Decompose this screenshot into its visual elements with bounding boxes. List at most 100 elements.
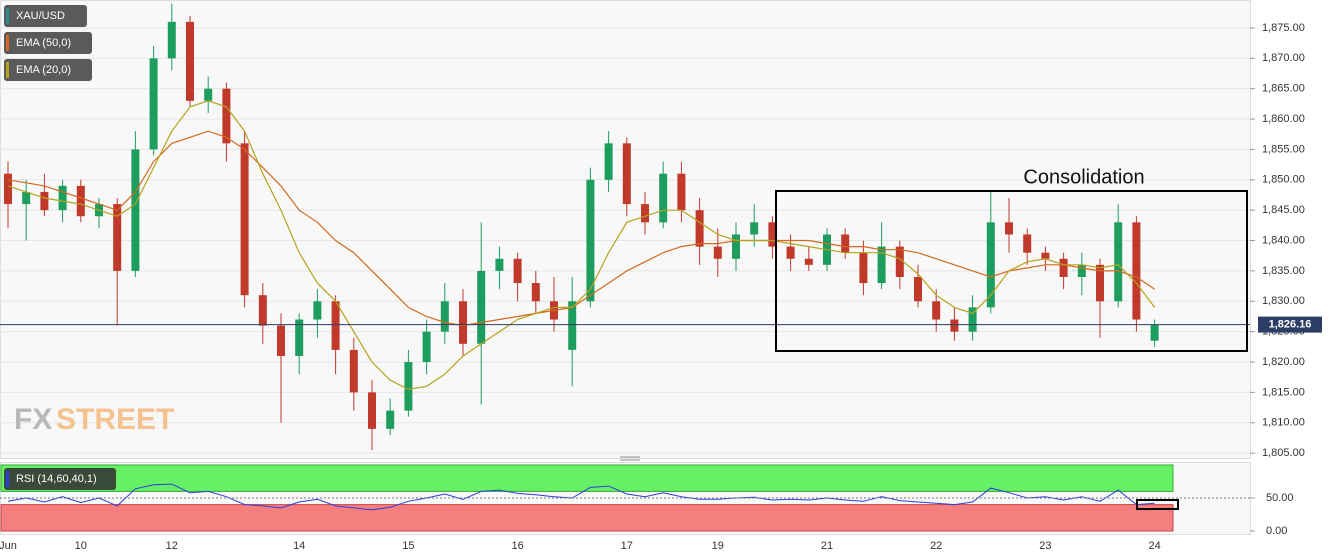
candle-body bbox=[604, 143, 613, 180]
candle-body bbox=[1041, 252, 1050, 259]
candle-body bbox=[277, 325, 285, 356]
candle-body bbox=[349, 349, 358, 393]
rsi-tick-label: 0.00 bbox=[1266, 525, 1287, 537]
rsi-lower-band bbox=[0, 504, 1174, 532]
candle-body bbox=[495, 258, 504, 271]
grid bbox=[0, 27, 1250, 454]
candle-body bbox=[186, 21, 194, 101]
candle-body bbox=[1023, 234, 1032, 253]
candle-body bbox=[459, 301, 467, 344]
candle-body bbox=[477, 270, 486, 344]
y-tick-label: 1,830.00 bbox=[1262, 295, 1305, 307]
y-tick-label: 1,860.00 bbox=[1262, 113, 1305, 125]
candle-body bbox=[695, 210, 704, 247]
y-tick-label: 1,815.00 bbox=[1262, 386, 1305, 398]
rsi-tick-label: 50.00 bbox=[1266, 492, 1294, 504]
y-tick-label: 1,875.00 bbox=[1262, 22, 1305, 34]
candle-body bbox=[895, 246, 904, 277]
candle-body bbox=[149, 58, 158, 150]
legend: XAU/USD EMA (50,0) EMA (20,0) RSI (14,60,40… bbox=[4, 5, 116, 490]
panel-handle bbox=[620, 456, 640, 461]
candle-body bbox=[40, 191, 49, 211]
candle-body bbox=[1114, 222, 1123, 302]
legend-swatch bbox=[6, 62, 9, 78]
candle-body bbox=[914, 276, 922, 302]
candle-body bbox=[386, 410, 395, 429]
candle-body bbox=[222, 88, 231, 144]
ema-line bbox=[7, 130, 1155, 327]
candle-body bbox=[58, 185, 67, 211]
candle-body bbox=[167, 21, 176, 59]
legend-item[interactable] bbox=[4, 59, 92, 81]
legend-label: EMA (20,0) bbox=[16, 64, 71, 76]
candle-body bbox=[368, 392, 376, 429]
last-price-label: 1,826.16 bbox=[1269, 319, 1312, 331]
candle-body bbox=[804, 258, 813, 265]
candle-body bbox=[677, 173, 686, 211]
consolidation-box bbox=[775, 190, 1248, 352]
x-tick-label: Jun bbox=[0, 540, 17, 552]
candle-body bbox=[713, 246, 722, 259]
candle-body bbox=[258, 295, 267, 326]
x-tick-label: 14 bbox=[293, 540, 305, 552]
candle-body bbox=[513, 258, 522, 284]
y-tick-label: 1,865.00 bbox=[1262, 83, 1305, 95]
price-panel bbox=[0, 0, 1251, 459]
watermark: FX STREET bbox=[14, 403, 174, 436]
candle-body bbox=[1096, 264, 1104, 302]
axes: 1,805.001,810.001,815.001,820.001,825.00… bbox=[0, 22, 1322, 552]
candle-body bbox=[331, 301, 340, 350]
candle-body bbox=[622, 143, 631, 205]
legend-swatch bbox=[6, 8, 9, 24]
rsi-legend-label: RSI (14,60,40,1) bbox=[16, 473, 97, 485]
legend-label: XAU/USD bbox=[16, 10, 65, 22]
y-tick-label: 1,835.00 bbox=[1262, 265, 1305, 277]
y-tick-label: 1,840.00 bbox=[1262, 234, 1305, 246]
x-tick-label: 21 bbox=[821, 540, 833, 552]
candle-body bbox=[877, 246, 886, 284]
candle-body bbox=[295, 319, 304, 356]
x-tick-label: 22 bbox=[930, 540, 942, 552]
plot bbox=[0, 3, 1250, 511]
candle-body bbox=[659, 173, 668, 223]
candle-body bbox=[750, 222, 759, 235]
candle-body bbox=[440, 301, 449, 332]
candle-body bbox=[240, 143, 249, 296]
candle-body bbox=[1005, 222, 1013, 235]
legend-item[interactable] bbox=[4, 32, 92, 54]
y-tick-label: 1,855.00 bbox=[1262, 143, 1305, 155]
legend-swatch bbox=[6, 35, 9, 51]
legend-swatch bbox=[6, 471, 9, 487]
x-tick-label: 16 bbox=[511, 540, 523, 552]
y-tick-label: 1,805.00 bbox=[1262, 447, 1305, 459]
candle-body bbox=[950, 319, 959, 332]
rsi-legend[interactable] bbox=[4, 468, 116, 490]
candle-body bbox=[968, 307, 977, 332]
candle-body bbox=[531, 283, 540, 302]
x-tick-label: 23 bbox=[1039, 540, 1051, 552]
rsi-upper-band bbox=[0, 464, 1174, 492]
y-tick-label: 1,820.00 bbox=[1262, 356, 1305, 368]
candle-body bbox=[131, 149, 140, 271]
x-tick-label: 12 bbox=[166, 540, 178, 552]
candle-body bbox=[22, 191, 31, 205]
rsi-line bbox=[7, 483, 1155, 511]
candle-body bbox=[841, 234, 850, 253]
rsi-highlight-box bbox=[1136, 499, 1179, 510]
rsi-bands bbox=[0, 464, 1174, 532]
candle-body bbox=[641, 204, 649, 223]
legend-item[interactable] bbox=[4, 5, 87, 27]
y-tick-label: 1,850.00 bbox=[1262, 174, 1305, 186]
candle-body bbox=[732, 234, 740, 259]
candle-body bbox=[986, 222, 995, 308]
candle-body bbox=[422, 331, 431, 363]
candle-body bbox=[1077, 264, 1086, 277]
candle-body bbox=[1132, 222, 1141, 320]
watermark-fx: FX bbox=[14, 403, 52, 436]
y-tick-label: 1,870.00 bbox=[1262, 52, 1305, 64]
ema-line bbox=[7, 100, 1156, 391]
candle-body bbox=[568, 301, 577, 350]
x-tick-label: 19 bbox=[712, 540, 724, 552]
candle-body bbox=[932, 301, 941, 320]
